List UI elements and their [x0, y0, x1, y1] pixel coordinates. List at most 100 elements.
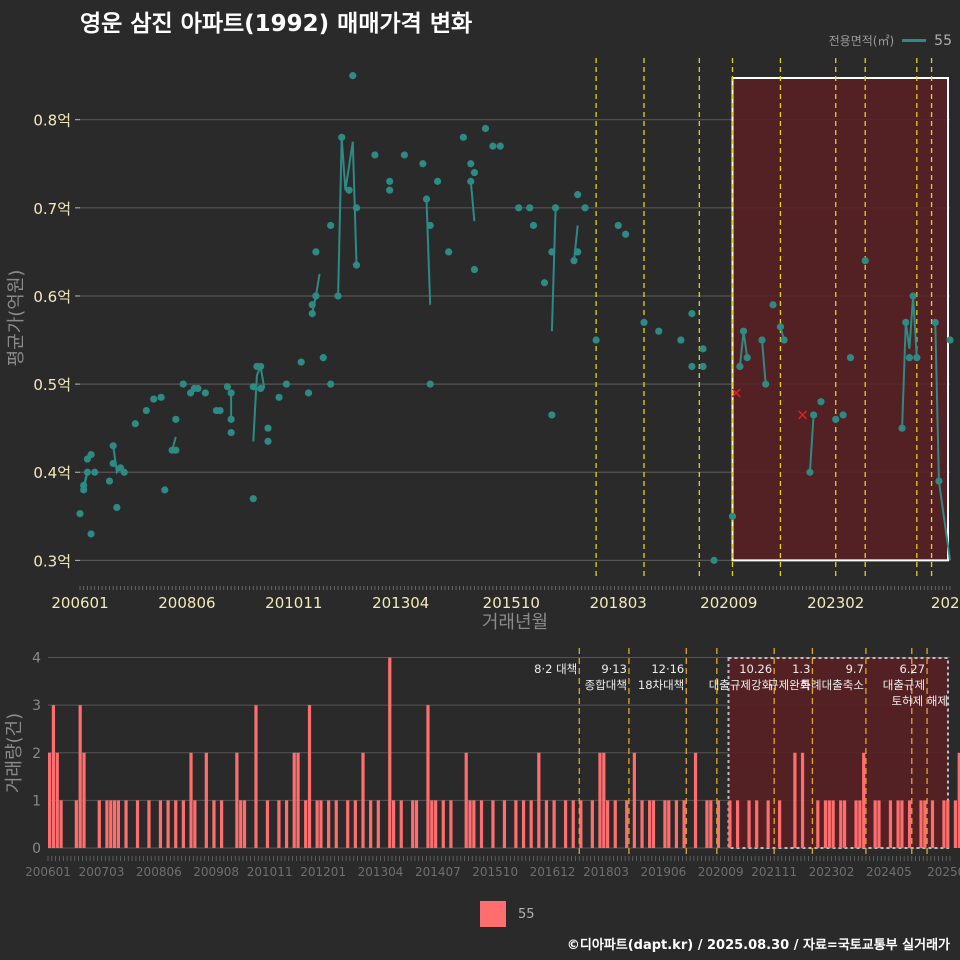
data-point: [806, 468, 814, 476]
volume-bar: [97, 800, 101, 848]
data-point: [743, 354, 751, 362]
data-point: [762, 380, 770, 388]
data-point: [275, 393, 283, 401]
data-point: [327, 380, 335, 388]
volume-bar: [411, 800, 415, 848]
data-point: [227, 415, 235, 423]
x-tick-label: 200601: [51, 594, 108, 612]
data-point: [769, 301, 777, 309]
volume-bar: [319, 800, 323, 848]
data-point: [308, 309, 316, 318]
volume-bar: [491, 800, 495, 848]
volume-bar: [307, 705, 312, 848]
volume-bar: [957, 752, 960, 848]
volume-bar: [877, 800, 881, 848]
data-point: [470, 265, 479, 274]
data-point: [529, 221, 538, 230]
volume-bar: [479, 800, 484, 848]
data-point: [297, 358, 305, 366]
data-point: [257, 384, 265, 393]
data-point: [540, 279, 549, 287]
data-point: [426, 221, 434, 230]
x-tick-label: 202302: [807, 594, 864, 612]
bar-x-tick-label: 200806: [136, 865, 182, 879]
volume-bar: [663, 800, 667, 848]
volume-bar: [896, 800, 900, 848]
volume-bar: [728, 800, 732, 848]
volume-bar: [158, 800, 163, 848]
data-point: [142, 406, 150, 415]
volume-bar: [831, 800, 835, 848]
data-point: [817, 398, 825, 406]
volume-bar: [334, 800, 338, 848]
data-point: [172, 415, 180, 423]
data-point: [386, 177, 394, 185]
volume-bar: [82, 752, 86, 848]
data-point: [548, 248, 556, 256]
y-tick-label: 0.4억: [33, 464, 71, 482]
bar-y-tick-label: 0: [32, 841, 41, 857]
data-point: [312, 248, 320, 256]
legend-bar-label: 55: [518, 906, 535, 922]
volume-bar: [544, 800, 549, 848]
policy-label: 9.7: [846, 662, 864, 676]
x-tick-label: 200806: [158, 594, 215, 612]
volume-bar: [648, 800, 652, 848]
volume-bar: [705, 800, 709, 848]
data-point: [216, 406, 224, 415]
policy-label: 규제완화: [768, 678, 811, 692]
volume-bar: [953, 800, 958, 848]
data-point: [109, 442, 117, 450]
data-point: [194, 384, 202, 393]
data-point: [282, 380, 291, 388]
data-point: [150, 395, 158, 403]
data-point: [489, 142, 497, 150]
volume-bar: [800, 752, 805, 848]
data-point: [109, 459, 117, 468]
data-point: [157, 393, 165, 401]
volume-bar: [514, 800, 518, 848]
data-point: [574, 191, 582, 199]
volume-bar: [888, 800, 893, 848]
volume-bar: [579, 800, 583, 848]
volume-bar: [174, 800, 178, 848]
volume-bar: [284, 800, 289, 848]
volume-bar: [468, 800, 472, 848]
volume-bar: [124, 800, 128, 848]
data-point: [422, 195, 431, 203]
policy-label: 특례대출축소: [800, 678, 863, 692]
data-point: [249, 383, 257, 391]
policy-label: 대출규제강화: [709, 678, 773, 692]
volume-bar: [346, 800, 350, 848]
volume-bar: [449, 800, 453, 848]
volume-bar: [204, 752, 208, 848]
series-line-segment: [334, 137, 358, 297]
volume-bar: [51, 705, 56, 848]
legend-bar-swatch: [480, 901, 506, 927]
volume-bar: [563, 800, 568, 848]
data-point: [614, 221, 622, 230]
x-tick-label: 2025: [931, 594, 960, 612]
volume-bar: [235, 752, 239, 848]
data-point: [227, 389, 235, 397]
volume-bar: [430, 800, 434, 848]
data-point: [902, 318, 910, 327]
data-point: [467, 177, 475, 185]
series-line-segment: [901, 295, 918, 429]
data-point: [776, 323, 785, 331]
volume-bar: [816, 800, 820, 848]
bar-x-tick-label: 200601: [25, 865, 71, 879]
y-tick-label: 0.3억: [33, 552, 71, 570]
data-point: [898, 424, 906, 432]
volume-bar: [193, 800, 197, 848]
volume-bar: [709, 800, 713, 848]
volume-bar: [296, 752, 300, 848]
data-point: [935, 477, 943, 485]
volume-bar: [464, 752, 468, 848]
volume-bar: [839, 800, 843, 848]
data-point: [308, 301, 316, 309]
volume-bar: [613, 800, 617, 848]
volume-bar: [793, 752, 797, 848]
bar-y-tick-label: 3: [32, 698, 41, 714]
x-tick-label: 202009: [700, 594, 757, 612]
